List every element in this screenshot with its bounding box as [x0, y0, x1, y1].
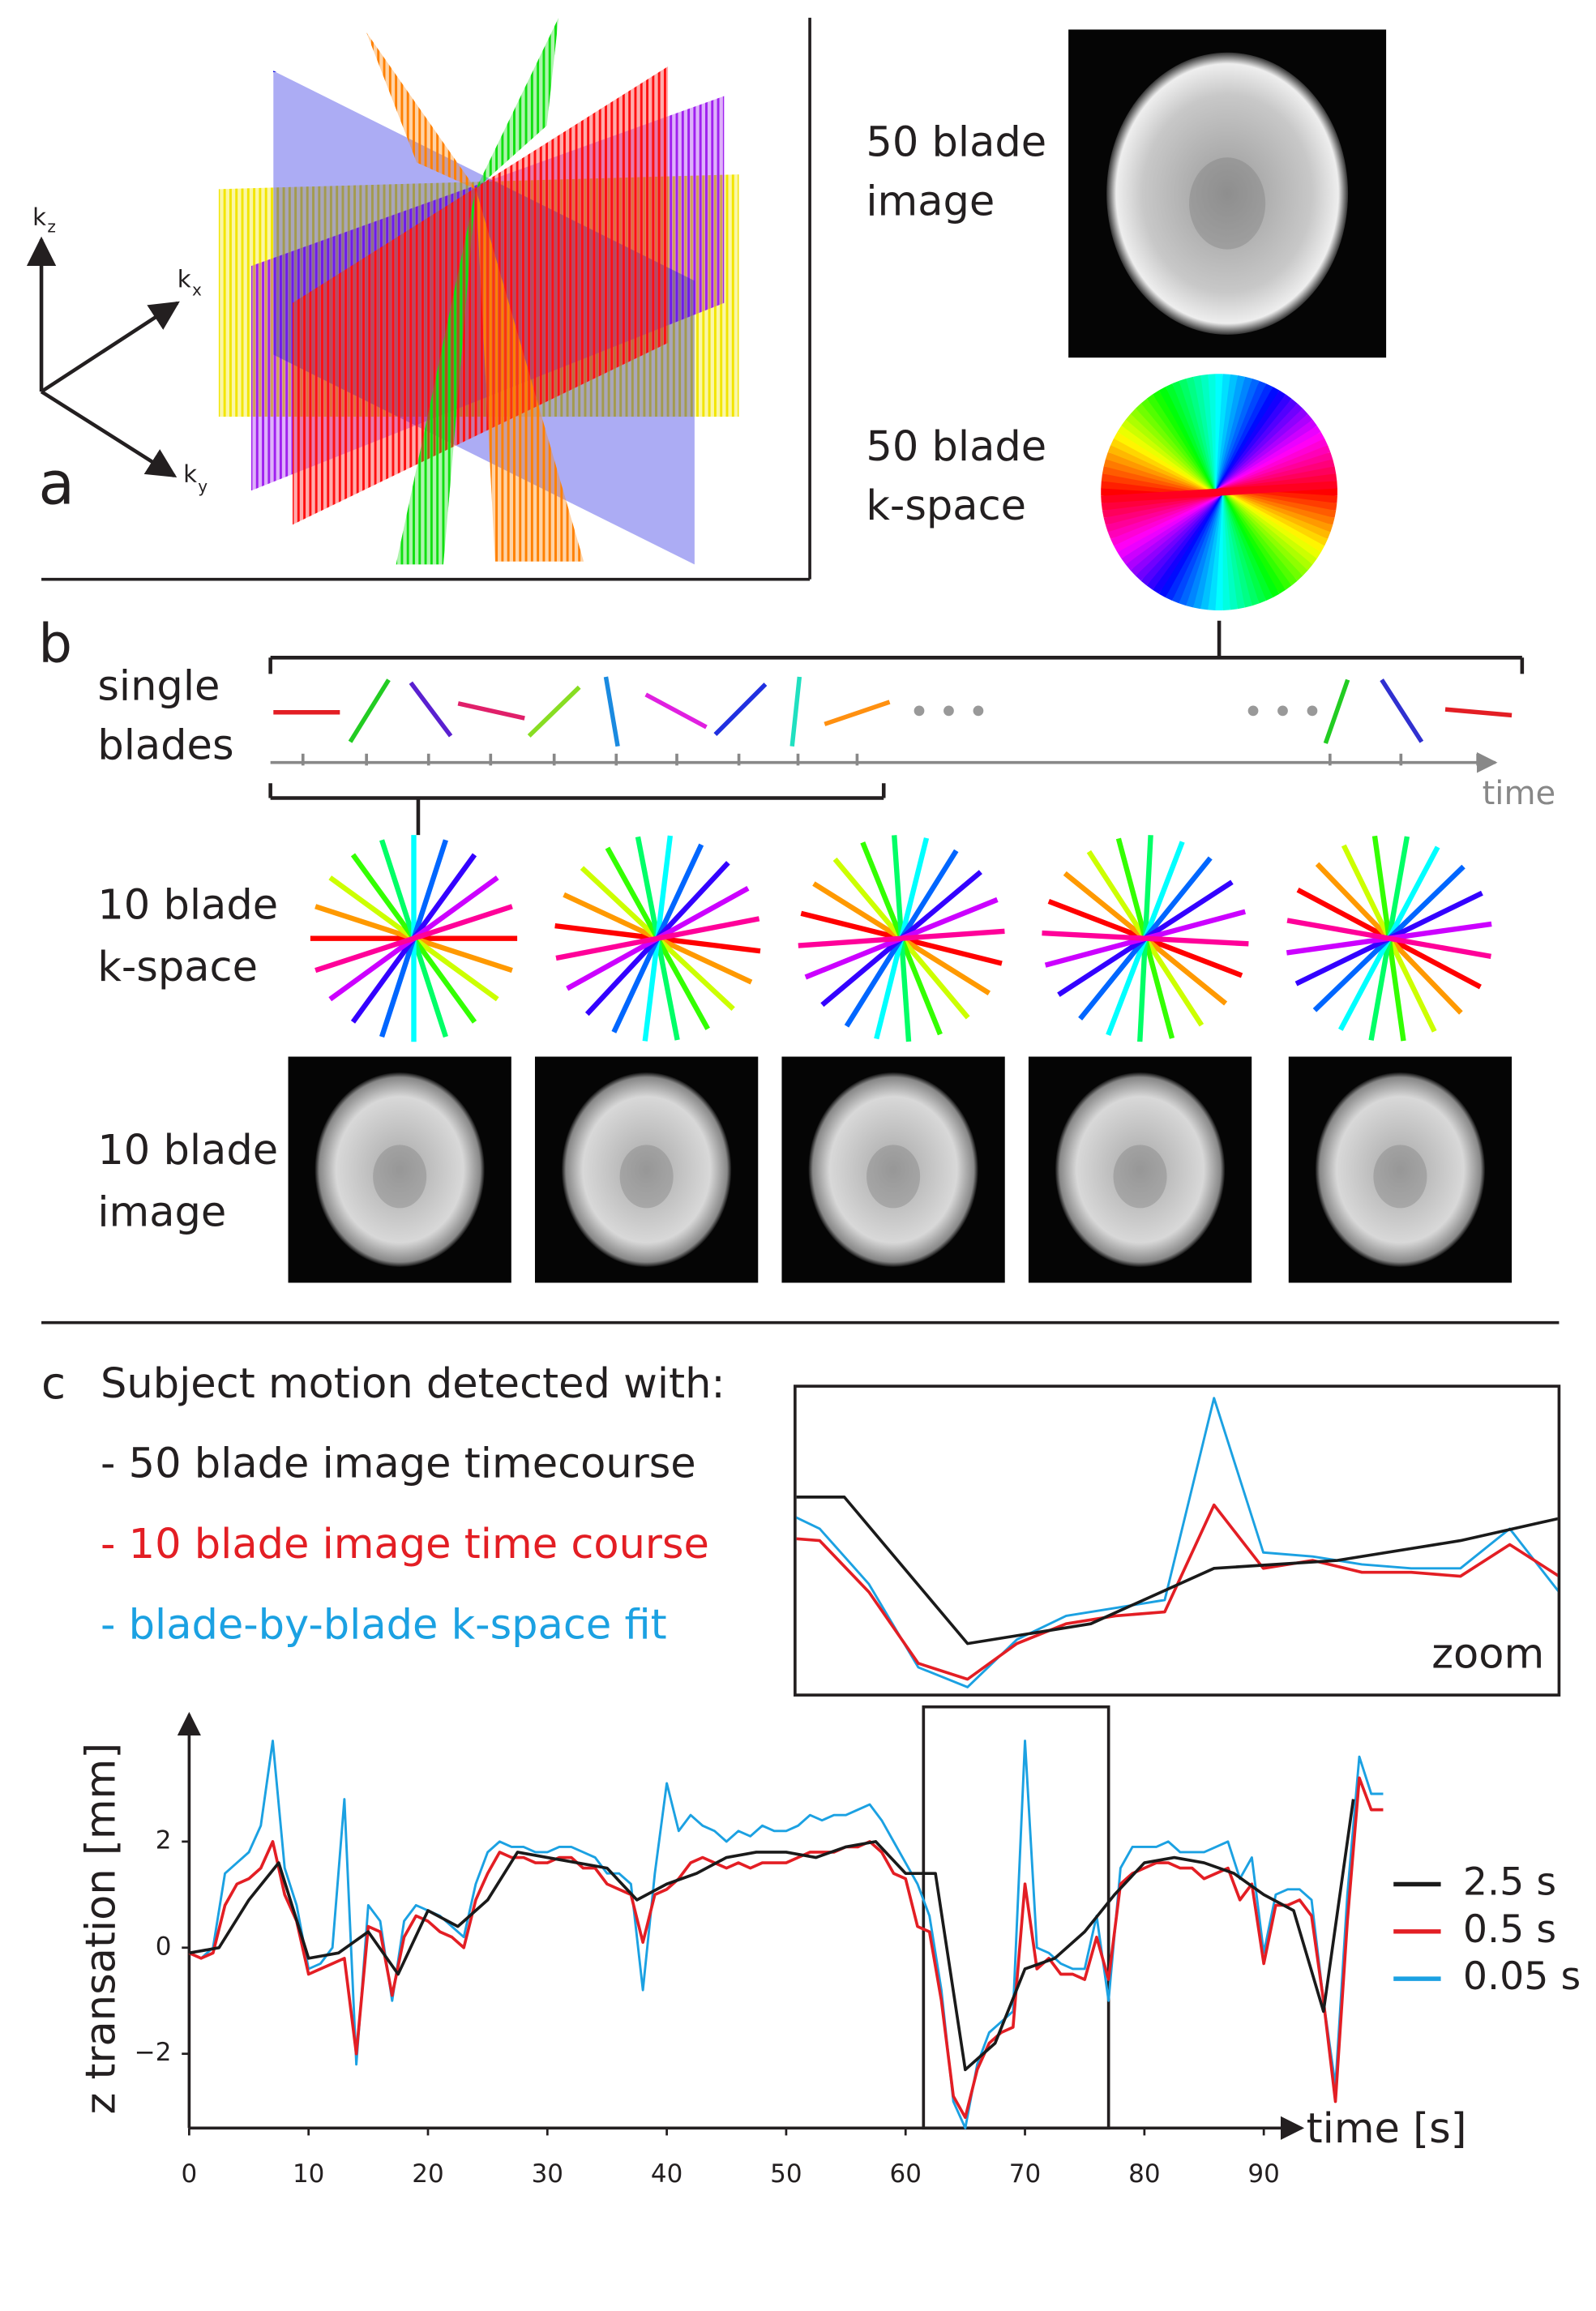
- brain-inner: [1113, 1145, 1167, 1209]
- inset-frame: [794, 1384, 1561, 1697]
- line: [409, 681, 453, 738]
- panel-label: a: [38, 450, 75, 519]
- label: 50 blade: [866, 119, 1046, 167]
- x-tick-label: 40: [651, 2159, 682, 2189]
- axis-label: k: [183, 460, 197, 488]
- line: [644, 692, 708, 730]
- legend-text: - 50 blade image timecourse: [101, 1440, 696, 1488]
- label: image: [97, 1189, 226, 1237]
- brain: [1106, 52, 1349, 335]
- x-tick-label: 60: [890, 2159, 922, 2189]
- line: [1380, 678, 1424, 743]
- line: [457, 701, 525, 721]
- plane: [366, 32, 584, 562]
- x-tick-label: 20: [412, 2159, 443, 2189]
- line-series: [188, 1776, 1384, 2120]
- brain: [1315, 1072, 1486, 1267]
- x-axis-label: time [s]: [1307, 2105, 1467, 2153]
- axis-sub: y: [198, 477, 208, 496]
- x-tick-label: 70: [1009, 2159, 1041, 2189]
- x-tick-label: 10: [293, 2159, 324, 2189]
- heading: Subject motion detected with:: [101, 1360, 725, 1408]
- brain-inner: [619, 1145, 674, 1209]
- dot: [914, 705, 925, 717]
- legend-label: 0.05 s: [1463, 1954, 1581, 1999]
- y-tick-label: 2: [156, 1825, 172, 1855]
- line: [824, 700, 891, 726]
- brain: [808, 1072, 978, 1267]
- brain-inner: [866, 1145, 921, 1209]
- y-axis-label: z transation [mm]: [78, 1743, 126, 2115]
- dot: [1247, 705, 1259, 717]
- x-tick-label: 0: [182, 2159, 198, 2189]
- axis-label: k: [178, 265, 191, 293]
- line: [527, 685, 581, 738]
- line: [603, 676, 620, 747]
- dot: [1307, 705, 1318, 717]
- line: [348, 678, 391, 743]
- line: [713, 683, 768, 737]
- brain-inner: [1189, 157, 1266, 250]
- zoom-region: [922, 1705, 1110, 2130]
- legend-text: - 10 blade image time course: [101, 1521, 709, 1568]
- line: [798, 928, 1005, 948]
- label: image: [866, 178, 995, 226]
- label: 10 blade: [97, 881, 278, 929]
- panel-label: c: [41, 1357, 66, 1409]
- label: 10 blade: [97, 1127, 278, 1175]
- x-tick-label: 80: [1128, 2159, 1160, 2189]
- x-tick-label: 90: [1247, 2159, 1279, 2189]
- label: k-space: [866, 482, 1026, 530]
- brain: [562, 1072, 732, 1267]
- legend-label: 2.5 s: [1463, 1859, 1556, 1904]
- dot: [1277, 705, 1288, 717]
- line-series: [189, 1799, 1355, 2072]
- panel-label: b: [38, 614, 72, 675]
- label: single: [97, 663, 220, 711]
- y-tick-label: 0: [156, 1932, 172, 1961]
- axis-label: k: [32, 203, 46, 231]
- brain: [1055, 1072, 1226, 1267]
- time-label: time: [1483, 775, 1556, 812]
- axis-sub: z: [47, 216, 56, 236]
- line: [1286, 918, 1491, 959]
- brain-inner: [373, 1145, 427, 1209]
- y-tick-label: −2: [135, 2038, 172, 2067]
- line: [1444, 707, 1513, 718]
- dot: [943, 705, 954, 717]
- line: [40, 390, 178, 477]
- x-tick-label: 50: [770, 2159, 802, 2189]
- legend-text: - blade-by-blade k-space fit: [101, 1601, 667, 1649]
- line: [40, 301, 180, 394]
- legend-label: 0.5 s: [1463, 1907, 1556, 1952]
- line: [1042, 930, 1249, 947]
- dot: [973, 705, 984, 717]
- line: [789, 676, 802, 747]
- brain-inner: [1373, 1145, 1427, 1209]
- line: [555, 916, 760, 961]
- inset-label: zoom: [1431, 1631, 1544, 1679]
- line: [1101, 481, 1337, 503]
- label: 50 blade: [866, 423, 1046, 471]
- brain: [314, 1072, 485, 1267]
- label: k-space: [97, 944, 258, 991]
- line: [1323, 678, 1350, 744]
- line: [314, 904, 513, 974]
- x-tick-label: 30: [532, 2159, 563, 2189]
- axis-sub: x: [192, 280, 202, 300]
- label: blades: [97, 722, 233, 770]
